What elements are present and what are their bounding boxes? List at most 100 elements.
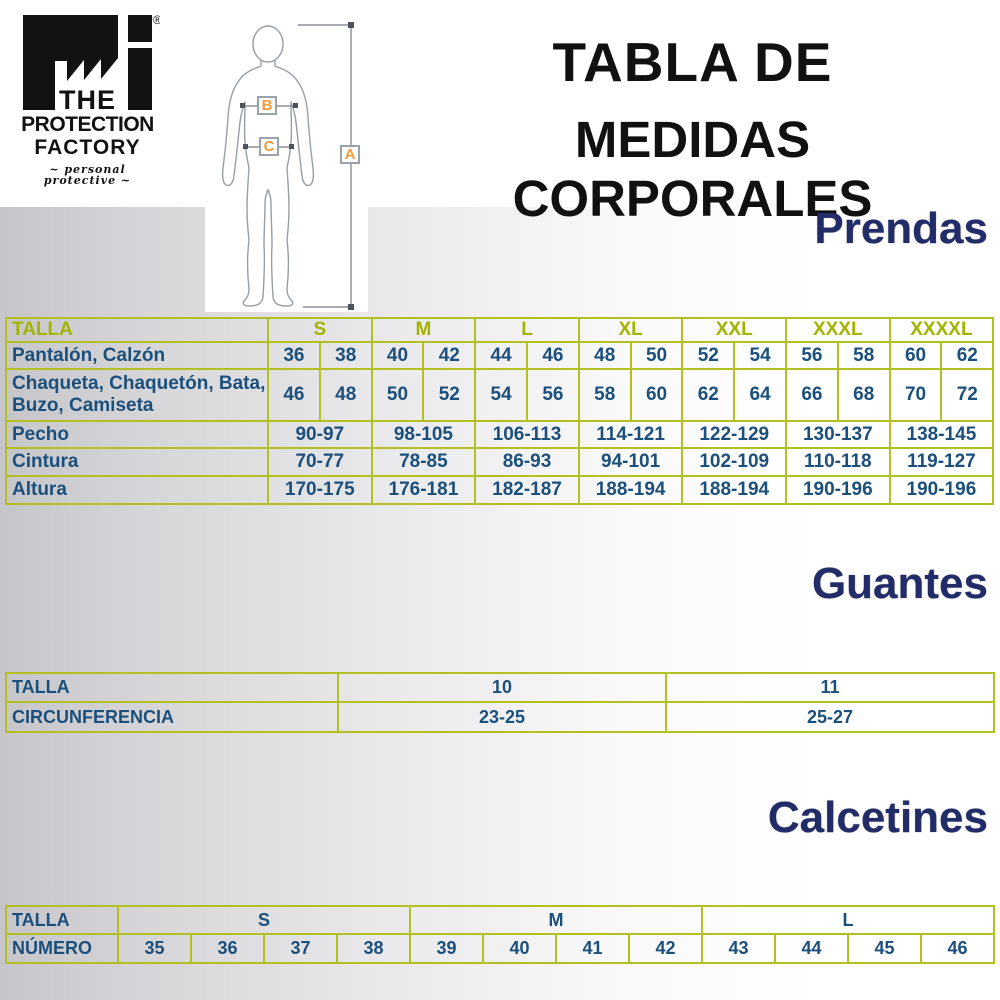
value-cell: 119-127 — [888, 447, 995, 477]
value-cell: 50 — [370, 368, 425, 422]
size-header-cell: S — [116, 905, 412, 935]
value-cell: 182-187 — [474, 475, 580, 505]
brand-logo: ® THE PROTECTION FACTORY ~ personal prot… — [15, 12, 160, 186]
value-cell: 64 — [733, 368, 788, 422]
table-row: TALLA 10 11 — [5, 672, 995, 703]
value-cell: 78-85 — [370, 447, 477, 477]
value-cell: 110-118 — [785, 447, 891, 477]
value-cell: 130-137 — [785, 420, 891, 449]
size-header-cell: XXXL — [785, 317, 891, 343]
value-cell: 35 — [117, 933, 192, 964]
value-cell: 36 — [190, 933, 265, 964]
value-cell: 68 — [836, 368, 891, 422]
value-cell: 106-113 — [474, 420, 580, 449]
table-row: Pecho 90-97 98-105 106-113 114-121 122-1… — [5, 420, 995, 449]
value-cell: 56 — [785, 341, 839, 370]
dot-a-bottom — [348, 304, 354, 310]
value-cell: 94-101 — [577, 447, 684, 477]
value-cell: 58 — [836, 341, 891, 370]
value-cell: 48 — [577, 341, 632, 370]
value-cell: 46 — [267, 368, 321, 422]
value-cell: 44 — [774, 933, 850, 964]
value-cell: 58 — [577, 368, 632, 422]
row-label-cell: CIRCUNFERENCIA — [5, 701, 339, 733]
row-label-cell: Chaqueta, Chaquetón, Bata, Buzo, Camiset… — [5, 368, 269, 422]
section-heading-guantes: Guantes — [811, 559, 988, 608]
marker-a: A — [340, 145, 360, 164]
logo-word-the: THE — [59, 85, 116, 115]
value-cell: 23-25 — [337, 701, 667, 733]
guantes-size-table: TALLA 10 11 CIRCUNFERENCIA 23-25 25-27 — [5, 672, 995, 733]
value-cell: 40 — [482, 933, 558, 964]
value-cell: 60 — [888, 341, 943, 370]
value-cell: 42 — [422, 341, 477, 370]
value-cell: 37 — [263, 933, 338, 964]
value-cell: 70 — [888, 368, 943, 422]
value-cell: 10 — [337, 672, 667, 703]
row-label-cell: NÚMERO — [5, 933, 119, 964]
value-cell: 170-175 — [267, 475, 373, 505]
talla-header-cell: TALLA — [5, 905, 119, 935]
page-title-line2: MEDIDAS CORPORALES — [512, 111, 873, 227]
value-cell: 190-196 — [785, 475, 891, 505]
value-cell: 48 — [318, 368, 373, 422]
marker-b: B — [257, 96, 277, 115]
size-header-cell: L — [474, 317, 580, 343]
value-cell: 56 — [526, 368, 580, 422]
size-header-cell: M — [370, 317, 477, 343]
value-cell: 62 — [940, 341, 995, 370]
i-mark-bar-icon — [128, 48, 152, 110]
logo-word-protection: PROTECTION — [21, 113, 154, 136]
value-cell: 70-77 — [267, 447, 373, 477]
table-row: CIRCUNFERENCIA 23-25 25-27 — [5, 701, 995, 733]
size-header-cell: S — [267, 317, 373, 343]
value-cell: 38 — [335, 933, 412, 964]
dot-c-left — [243, 144, 248, 149]
value-cell: 43 — [701, 933, 777, 964]
i-mark-dot-icon — [128, 15, 152, 42]
calcetines-size-table: TALLA S M L NÚMERO 35 36 37 38 39 40 41 … — [5, 905, 996, 964]
value-cell: 44 — [474, 341, 528, 370]
value-cell: 41 — [555, 933, 631, 964]
size-header-cell: XXXXL — [888, 317, 995, 343]
dot-b-right — [293, 103, 298, 108]
row-label-cell: Pantalón, Calzón — [5, 341, 269, 370]
value-cell: 90-97 — [267, 420, 373, 449]
value-cell: 60 — [629, 368, 684, 422]
value-cell: 46 — [526, 341, 580, 370]
measurement-line-a — [298, 24, 353, 308]
table-row: Altura 170-175 176-181 182-187 188-194 1… — [5, 475, 995, 505]
value-cell: 102-109 — [681, 447, 788, 477]
value-cell: 36 — [267, 341, 321, 370]
dot-c-right — [289, 144, 294, 149]
value-cell: 52 — [681, 341, 736, 370]
value-cell: 188-194 — [577, 475, 684, 505]
value-cell: 114-121 — [577, 420, 684, 449]
value-cell: 72 — [940, 368, 995, 422]
value-cell: 38 — [318, 341, 373, 370]
dot-a-top — [348, 22, 354, 28]
value-cell: 188-194 — [681, 475, 788, 505]
head-silhouette — [252, 25, 284, 63]
value-cell: 39 — [409, 933, 485, 964]
value-cell: 122-129 — [681, 420, 788, 449]
size-header-cell: XXL — [681, 317, 788, 343]
logo-word-factory: FACTORY — [34, 136, 141, 159]
value-cell: 190-196 — [888, 475, 995, 505]
value-cell: 42 — [628, 933, 704, 964]
logo-tagline: ~ personal protective ~ — [43, 163, 132, 187]
table-row: NÚMERO 35 36 37 38 39 40 41 42 43 44 45 … — [5, 933, 996, 964]
body-measurement-diagram: B C A — [205, 8, 368, 312]
value-cell: 98-105 — [370, 420, 477, 449]
table-row: TALLA S M L — [5, 905, 996, 935]
registered-mark: ® — [153, 13, 160, 27]
value-cell: 50 — [629, 341, 684, 370]
section-heading-prendas: Prendas — [814, 204, 988, 253]
body-silhouette-drawing — [221, 22, 354, 310]
value-cell: 40 — [370, 341, 425, 370]
marker-c: C — [259, 137, 279, 156]
value-cell: 54 — [733, 341, 788, 370]
value-cell: 54 — [474, 368, 528, 422]
body-silhouette — [221, 58, 315, 307]
